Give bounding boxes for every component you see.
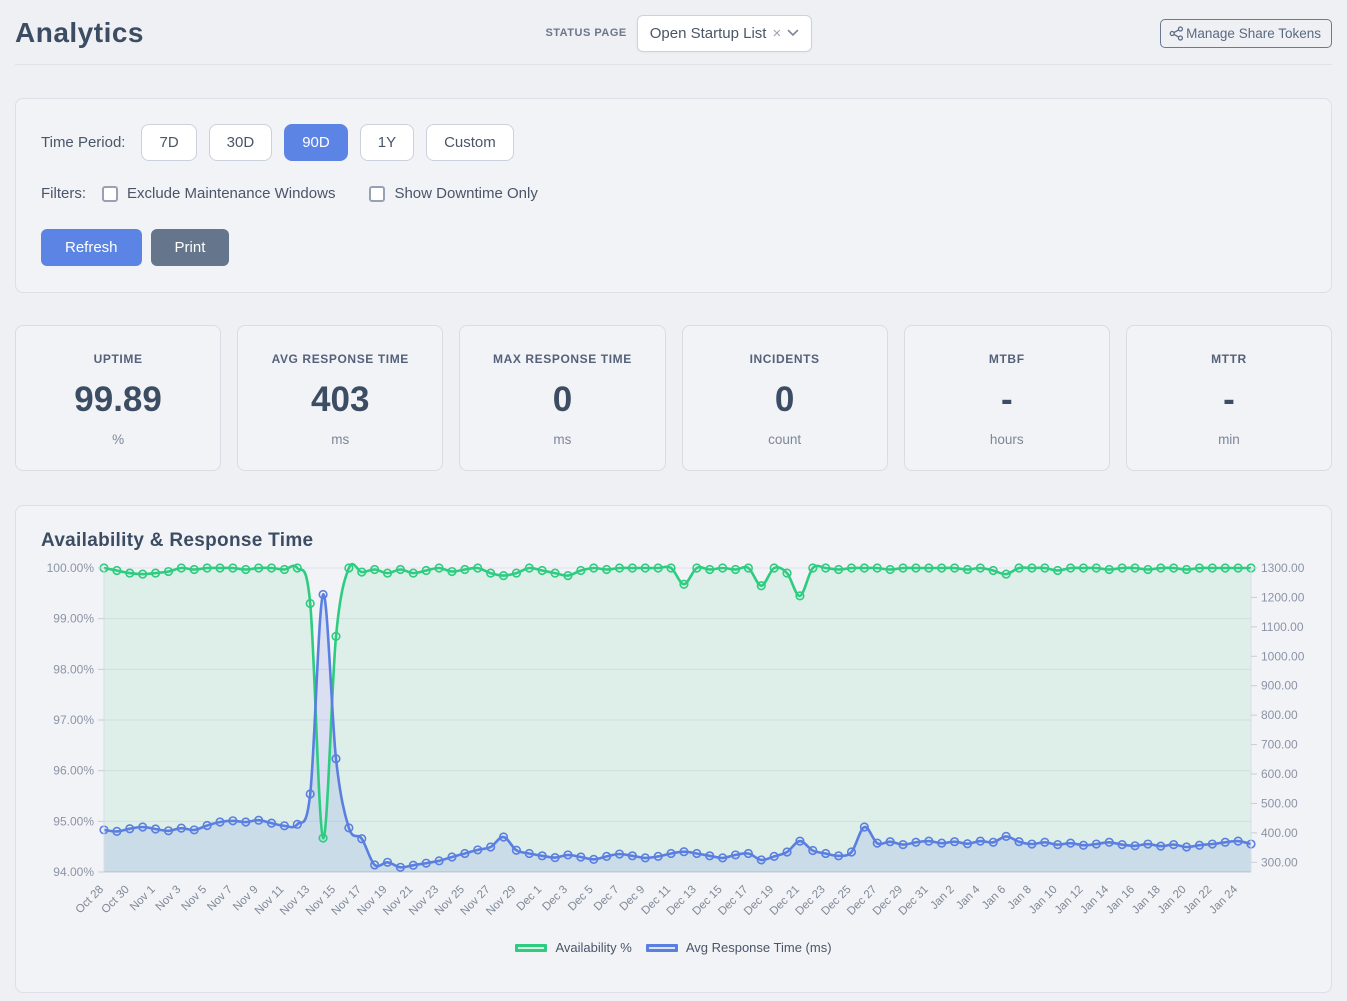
svg-text:94.00%: 94.00% xyxy=(53,865,94,879)
svg-text:Jan 24: Jan 24 xyxy=(1207,883,1240,916)
exclude-maintenance-label: Exclude Maintenance Windows xyxy=(127,185,336,202)
checkbox-icon[interactable] xyxy=(102,185,118,202)
stat-label: AVG RESPONSE TIME xyxy=(271,352,409,366)
svg-text:99.00%: 99.00% xyxy=(53,612,94,626)
clear-selection-icon[interactable]: × xyxy=(772,24,782,42)
svg-text:Oct 28: Oct 28 xyxy=(74,884,106,916)
manage-share-tokens-button[interactable]: Manage Share Tokens xyxy=(1160,18,1332,48)
stat-card-max-response: MAX RESPONSE TIME 0 ms xyxy=(459,325,666,471)
period-button-7d[interactable]: 7D xyxy=(141,124,197,161)
svg-text:Dec 1: Dec 1 xyxy=(515,884,545,914)
svg-text:300.00: 300.00 xyxy=(1261,855,1298,869)
svg-text:400.00: 400.00 xyxy=(1261,826,1298,840)
share-icon xyxy=(1169,25,1184,41)
svg-text:800.00: 800.00 xyxy=(1261,708,1298,722)
period-button-90d[interactable]: 90D xyxy=(284,124,348,161)
stat-value: 99.89 xyxy=(74,380,162,419)
checkbox-icon[interactable] xyxy=(369,185,386,202)
chart-legend: Availability % Avg Response Time (ms) xyxy=(16,940,1331,955)
svg-text:Nov 5: Nov 5 xyxy=(179,884,209,914)
stat-unit: min xyxy=(1218,432,1240,447)
svg-text:97.00%: 97.00% xyxy=(53,713,94,727)
show-downtime-label: Show Downtime Only xyxy=(394,185,538,202)
svg-text:Nov 1: Nov 1 xyxy=(128,884,158,914)
stat-card-uptime: UPTIME 99.89 % xyxy=(15,325,222,471)
legend-item-availability[interactable]: Availability % xyxy=(515,940,632,955)
svg-text:600.00: 600.00 xyxy=(1261,767,1298,781)
svg-text:Dec 31: Dec 31 xyxy=(897,884,931,918)
status-page-label: STATUS PAGE xyxy=(545,27,627,39)
svg-text:98.00%: 98.00% xyxy=(53,662,94,676)
stat-unit: hours xyxy=(989,432,1024,447)
header-divider xyxy=(15,64,1332,65)
svg-text:700.00: 700.00 xyxy=(1261,738,1298,752)
svg-text:Dec 7: Dec 7 xyxy=(592,884,622,914)
stat-label: MTTR xyxy=(1211,352,1247,366)
stat-unit: % xyxy=(112,432,125,447)
filters-label: Filters: xyxy=(41,185,86,202)
svg-text:Dec 5: Dec 5 xyxy=(566,884,596,914)
page-title: Analytics xyxy=(15,17,144,48)
svg-text:1200.00: 1200.00 xyxy=(1261,590,1305,604)
availability-response-chart[interactable]: 100.00% 99.00% 98.00% 97.00% 96.00% 95.00% 94.… xyxy=(16,556,1330,940)
availability-chart-panel: Availability & Response Time 100.00% 99.0… xyxy=(15,505,1332,993)
chart-title: Availability & Response Time xyxy=(41,530,314,551)
period-button-1y[interactable]: 1Y xyxy=(359,124,415,161)
legend-label: Availability % xyxy=(555,940,632,955)
period-button-custom[interactable]: Custom xyxy=(426,124,514,161)
svg-text:95.00%: 95.00% xyxy=(53,814,94,828)
stat-unit: ms xyxy=(553,432,572,447)
manage-share-tokens-label: Manage Share Tokens xyxy=(1186,25,1321,41)
filters-panel: Time Period: 7D 30D 90D 1Y Custom Filter… xyxy=(15,98,1332,293)
svg-text:Dec 3: Dec 3 xyxy=(540,884,570,914)
period-button-30d[interactable]: 30D xyxy=(208,124,273,161)
svg-text:Jan 6: Jan 6 xyxy=(980,884,1008,912)
stat-card-avg-response: AVG RESPONSE TIME 403 ms xyxy=(237,325,444,471)
analytics-page: Analytics STATUS PAGE Open Startup List … xyxy=(0,6,1347,993)
stat-label: UPTIME xyxy=(93,352,143,366)
availability-swatch-icon xyxy=(515,943,548,952)
svg-text:Nov 3: Nov 3 xyxy=(154,884,184,914)
stat-card-mtbf: MTBF - hours xyxy=(903,325,1110,471)
legend-item-response-time[interactable]: Avg Response Time (ms) xyxy=(645,940,832,955)
stat-unit: ms xyxy=(331,432,350,447)
svg-text:Nov 7: Nov 7 xyxy=(205,884,235,914)
svg-text:Nov 29: Nov 29 xyxy=(484,884,518,918)
response-time-swatch-icon xyxy=(645,943,678,952)
time-period-label: Time Period: xyxy=(41,134,126,151)
svg-text:1300.00: 1300.00 xyxy=(1261,561,1305,575)
stat-card-incidents: INCIDENTS 0 count xyxy=(681,325,888,471)
stat-label: MAX RESPONSE TIME xyxy=(492,352,632,366)
chevron-down-icon xyxy=(787,29,799,37)
stat-value: 403 xyxy=(311,380,370,419)
status-page-select[interactable]: Open Startup List × xyxy=(636,14,813,52)
stat-card-mttr: MTTR - min xyxy=(1125,325,1333,471)
svg-text:100.00%: 100.00% xyxy=(47,561,95,575)
svg-text:1000.00: 1000.00 xyxy=(1261,649,1305,663)
stat-label: INCIDENTS xyxy=(749,352,820,366)
status-page-group: STATUS PAGE Open Startup List × xyxy=(545,14,813,52)
svg-text:Oct 30: Oct 30 xyxy=(99,884,131,916)
svg-text:1100.00: 1100.00 xyxy=(1261,620,1304,634)
stat-value: 0 xyxy=(774,380,795,419)
svg-text:500.00: 500.00 xyxy=(1261,796,1298,810)
show-downtime-checkbox[interactable]: Show Downtime Only xyxy=(369,185,538,202)
print-button[interactable]: Print xyxy=(150,229,230,266)
stat-value: 0 xyxy=(552,380,573,419)
stat-value: - xyxy=(1000,380,1013,419)
legend-label: Avg Response Time (ms) xyxy=(685,940,832,955)
stat-label: MTBF xyxy=(988,352,1025,366)
svg-text:900.00: 900.00 xyxy=(1261,679,1298,693)
top-bar: Analytics STATUS PAGE Open Startup List … xyxy=(15,6,1332,60)
status-page-selected-value: Open Startup List xyxy=(649,24,767,42)
stat-unit: count xyxy=(768,432,802,447)
refresh-button[interactable]: Refresh xyxy=(41,229,142,266)
stats-row: UPTIME 99.89 % AVG RESPONSE TIME 403 ms … xyxy=(15,325,1333,471)
stat-value: - xyxy=(1223,380,1235,419)
svg-text:Jan 2: Jan 2 xyxy=(928,884,956,912)
exclude-maintenance-checkbox[interactable]: Exclude Maintenance Windows xyxy=(102,185,335,202)
svg-text:96.00%: 96.00% xyxy=(53,764,94,778)
svg-text:Jan 4: Jan 4 xyxy=(954,883,983,912)
